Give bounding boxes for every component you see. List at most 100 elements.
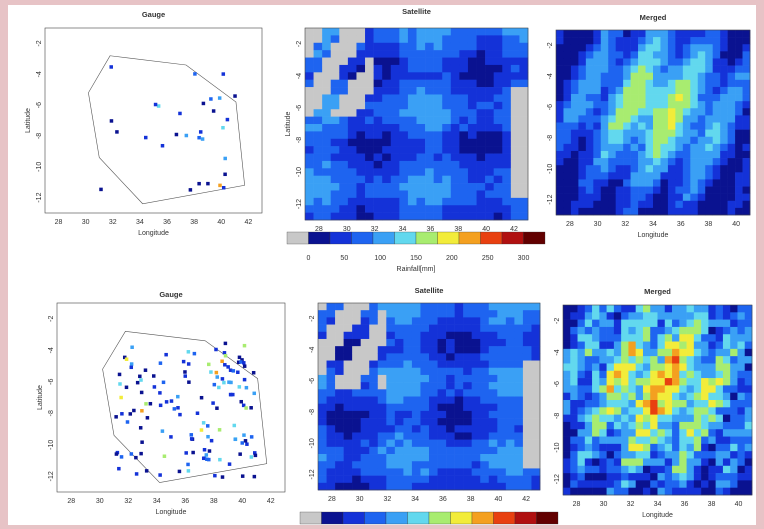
raster-cell bbox=[614, 378, 622, 386]
raster-cell bbox=[593, 30, 601, 37]
raster-cell bbox=[720, 73, 728, 80]
raster-cell bbox=[646, 108, 654, 115]
raster-cell bbox=[694, 466, 702, 474]
y-tick-label: -12 bbox=[296, 199, 303, 209]
raster-cell bbox=[737, 378, 745, 386]
raster-cell bbox=[446, 389, 455, 396]
raster-cell bbox=[352, 325, 361, 332]
raster-cell bbox=[585, 480, 593, 488]
raster-cell bbox=[314, 168, 323, 176]
raster-cell bbox=[365, 58, 374, 66]
raster-cell bbox=[556, 115, 564, 122]
raster-cell bbox=[519, 154, 528, 162]
raster-cell bbox=[683, 115, 691, 122]
raster-cell bbox=[683, 58, 691, 65]
raster-cell bbox=[506, 346, 515, 353]
raster-cell bbox=[403, 332, 412, 339]
raster-cell bbox=[463, 411, 472, 418]
raster-cell bbox=[593, 73, 601, 80]
raster-cell bbox=[382, 139, 391, 147]
raster-cell bbox=[592, 320, 600, 328]
raster-cell bbox=[698, 101, 706, 108]
raster-cell bbox=[708, 480, 716, 488]
raster-cell bbox=[556, 58, 564, 65]
raster-cell bbox=[621, 356, 629, 364]
raster-cell bbox=[408, 139, 417, 147]
raster-cell bbox=[356, 117, 365, 125]
raster-cell bbox=[623, 87, 631, 94]
gauge-station bbox=[209, 370, 213, 374]
raster-cell bbox=[463, 404, 472, 411]
raster-cell bbox=[720, 179, 728, 186]
raster-cell bbox=[331, 109, 340, 117]
raster-cell bbox=[348, 109, 357, 117]
raster-cell bbox=[502, 102, 511, 110]
raster-cell bbox=[578, 201, 586, 208]
raster-cell bbox=[438, 361, 447, 368]
raster-cell bbox=[438, 447, 447, 454]
raster-cell bbox=[361, 411, 370, 418]
raster-cell bbox=[578, 208, 586, 215]
raster-cell bbox=[531, 476, 540, 483]
raster-cell bbox=[369, 397, 378, 404]
raster-cell bbox=[365, 87, 374, 95]
raster-cell bbox=[653, 144, 661, 151]
gauge-station bbox=[200, 396, 204, 400]
x-tick-label: 28 bbox=[67, 498, 75, 505]
raster-cell bbox=[628, 429, 636, 437]
raster-cell bbox=[621, 334, 629, 342]
raster-cell bbox=[716, 451, 724, 459]
raster-cell bbox=[683, 165, 691, 172]
raster-cell bbox=[327, 346, 336, 353]
raster-cell bbox=[519, 80, 528, 88]
raster-cell bbox=[399, 124, 408, 132]
raster-cell bbox=[434, 213, 443, 221]
raster-cell bbox=[658, 407, 666, 415]
raster-cell bbox=[514, 397, 523, 404]
gauge-station bbox=[144, 136, 148, 140]
raster-cell bbox=[687, 451, 695, 459]
raster-cell bbox=[593, 172, 601, 179]
raster-cell bbox=[361, 454, 370, 461]
raster-cell bbox=[327, 317, 336, 324]
raster-cell bbox=[531, 303, 540, 310]
gauge-station bbox=[221, 475, 225, 479]
raster-cell bbox=[305, 58, 314, 66]
raster-cell bbox=[468, 176, 477, 184]
raster-cell bbox=[369, 483, 378, 490]
raster-cell bbox=[339, 102, 348, 110]
raster-cell bbox=[344, 339, 353, 346]
raster-cell bbox=[720, 80, 728, 87]
raster-cell bbox=[628, 385, 636, 393]
x-tick-label: 36 bbox=[439, 496, 447, 503]
raster-cell bbox=[480, 483, 489, 490]
raster-cell bbox=[713, 194, 721, 201]
raster-cell bbox=[687, 458, 695, 466]
x-tick-label: 28 bbox=[573, 501, 581, 508]
raster-cell bbox=[556, 165, 564, 172]
raster-cell bbox=[701, 312, 709, 320]
raster-cell bbox=[563, 407, 571, 415]
raster-cell bbox=[348, 35, 357, 43]
raster-cell bbox=[451, 94, 460, 102]
colorbar-box bbox=[309, 232, 331, 244]
raster-cell bbox=[305, 213, 314, 221]
raster-cell bbox=[344, 454, 353, 461]
raster-cell bbox=[348, 205, 357, 213]
raster-cell bbox=[322, 65, 331, 73]
raster-cell bbox=[665, 363, 673, 371]
raster-cell bbox=[650, 371, 658, 379]
raster-cell bbox=[417, 50, 426, 58]
raster-cell bbox=[614, 422, 622, 430]
raster-cell bbox=[519, 65, 528, 73]
raster-cell bbox=[675, 151, 683, 158]
raster-cell bbox=[623, 137, 631, 144]
raster-cell bbox=[735, 115, 743, 122]
x-tick-label: 28 bbox=[566, 221, 574, 228]
raster-cell bbox=[586, 187, 594, 194]
raster-cell bbox=[446, 440, 455, 447]
raster-cell bbox=[690, 73, 698, 80]
raster-cell bbox=[730, 356, 738, 364]
raster-cell bbox=[708, 327, 716, 335]
raster-cell bbox=[571, 66, 579, 73]
